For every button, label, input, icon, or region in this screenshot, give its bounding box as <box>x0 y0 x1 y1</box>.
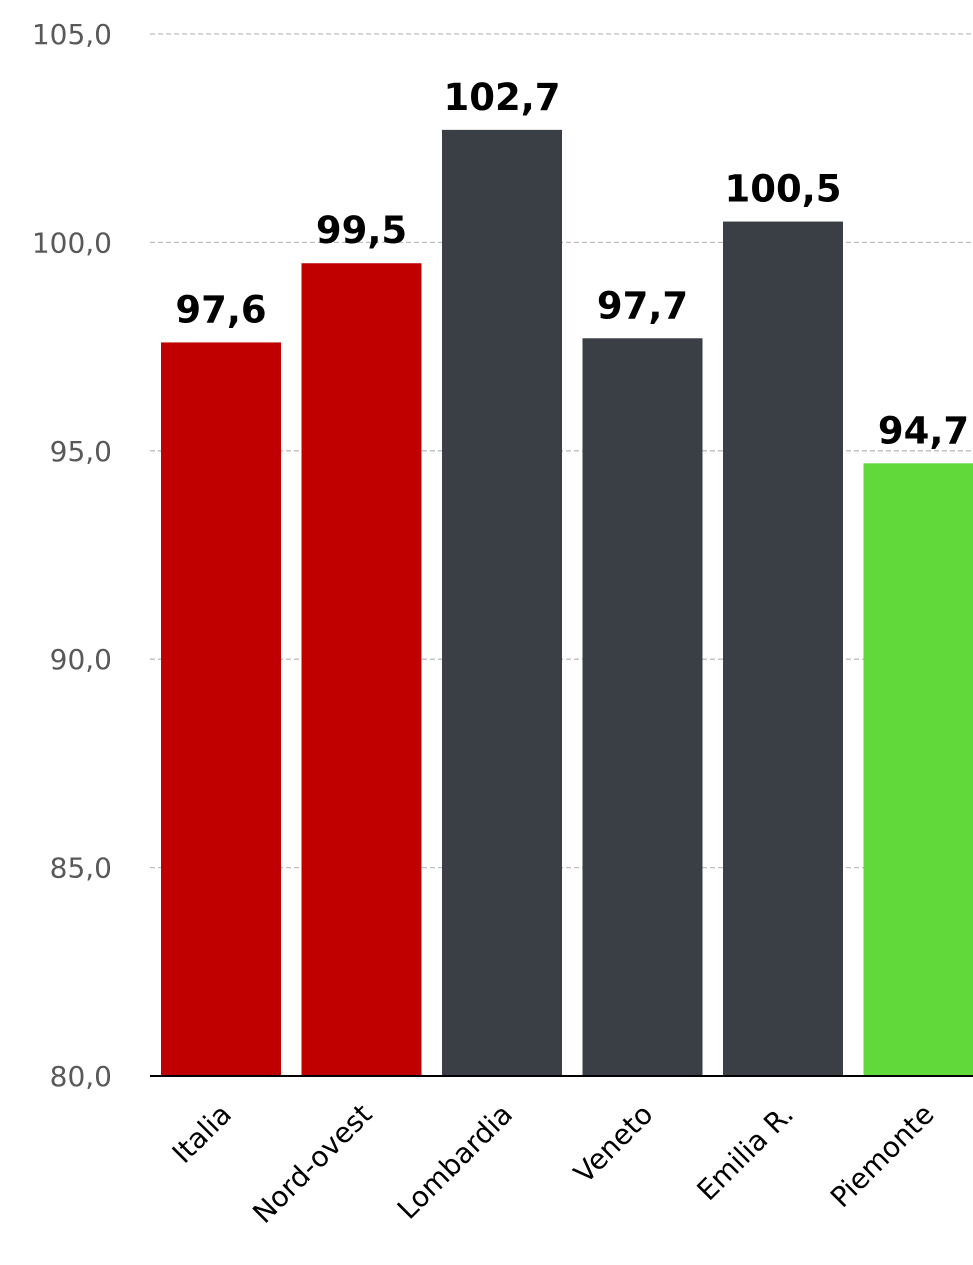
x-tick-label: Emilia R. <box>691 1098 800 1207</box>
y-tick-label: 80,0 <box>50 1060 112 1093</box>
data-label: 99,5 <box>316 209 407 252</box>
x-tick-label: Italia <box>166 1098 238 1170</box>
bar <box>863 463 973 1077</box>
bar <box>442 129 562 1076</box>
x-tick-label: Nord-ovest <box>246 1098 378 1230</box>
bar <box>161 342 281 1076</box>
data-label: 97,6 <box>175 288 266 331</box>
bar <box>582 338 703 1076</box>
y-tick-label: 100,0 <box>32 226 112 259</box>
x-tick-label: Lombardia <box>391 1098 519 1226</box>
bar <box>301 263 422 1076</box>
y-tick-label: 85,0 <box>50 852 112 885</box>
data-label: 100,5 <box>724 168 841 211</box>
data-label: 97,7 <box>597 284 688 327</box>
y-tick-label: 90,0 <box>50 643 112 676</box>
data-label: 94,7 <box>878 409 969 452</box>
data-labels: 97,6 99,5 102,7 97,7 100,5 94,7 <box>175 76 969 452</box>
y-tick-label: 95,0 <box>50 435 112 468</box>
x-axis-category-labels: Italia Nord-ovest Lombardia Veneto Emilia R.… <box>166 1098 941 1230</box>
y-tick-label: 105,0 <box>32 18 112 51</box>
bar <box>723 221 843 1076</box>
y-axis-tick-labels: 80,0 85,0 90,0 95,0 100,0 105,0 <box>32 18 112 1093</box>
data-label: 102,7 <box>443 76 560 119</box>
x-tick-label: Veneto <box>567 1098 659 1190</box>
x-tick-label: Piemonte <box>824 1098 940 1214</box>
bars <box>161 129 973 1077</box>
